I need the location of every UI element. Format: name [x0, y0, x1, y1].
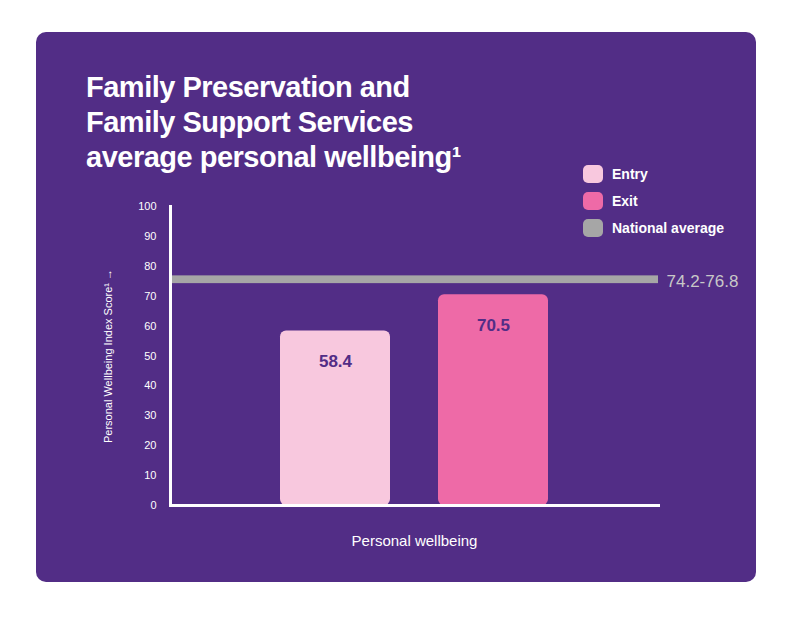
svg-text:100: 100: [138, 200, 156, 212]
html-text:Entry: Entry: [612, 165, 648, 182]
html-text:Exit: Exit: [612, 192, 638, 209]
svg-text:50: 50: [144, 350, 156, 362]
svg-text:30: 30: [144, 409, 156, 421]
svg-text:70.5: 70.5: [477, 316, 510, 335]
svg-text:70: 70: [144, 290, 156, 302]
svg-text:0: 0: [150, 499, 156, 511]
svg-text:58.4: 58.4: [319, 352, 353, 371]
svg-text:40: 40: [144, 379, 156, 391]
svg-text:74.2-76.8: 74.2-76.8: [667, 272, 739, 291]
svg-text:90: 90: [144, 230, 156, 242]
svg-text:Personal wellbeing: Personal wellbeing: [352, 532, 478, 549]
svg-text:20: 20: [144, 439, 156, 451]
svg-text:10: 10: [144, 469, 156, 481]
html-text:National average: National average: [612, 219, 725, 236]
svg-text:60: 60: [144, 320, 156, 332]
svg-text:80: 80: [144, 260, 156, 272]
svg-text:Personal Wellbeing Index Score: Personal Wellbeing Index Score¹ →: [102, 269, 114, 443]
html-text:Family Preservation and Family: Family Preservation and Family Support S…: [86, 71, 461, 173]
